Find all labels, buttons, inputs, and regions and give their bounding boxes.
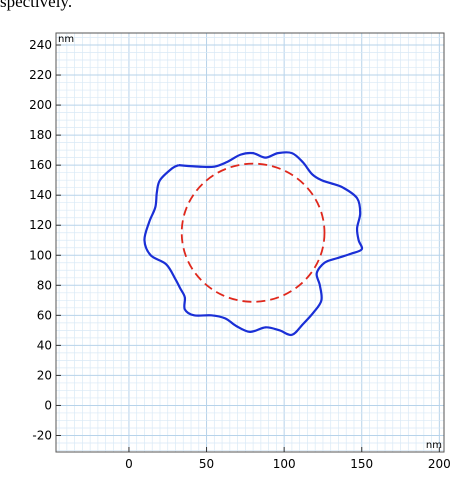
caption-fragment: spectively. xyxy=(0,0,73,11)
y-tick-label: 20 xyxy=(37,368,52,382)
grid xyxy=(56,33,444,452)
series-layer xyxy=(143,151,364,337)
x-tick-label: 50 xyxy=(199,457,214,471)
y-tick-label: 160 xyxy=(29,158,52,172)
y-tick-label: 0 xyxy=(44,398,52,412)
y-tick-label: 200 xyxy=(29,98,52,112)
x-tick-label: 0 xyxy=(125,457,133,471)
y-tick-label: -20 xyxy=(32,428,52,442)
axis-ticks: 0 50 100 150 200 -20 0 20 40 60 80 100 120 140 160 180 2… xyxy=(29,38,451,471)
x-tick-label: 200 xyxy=(428,457,451,471)
y-tick-label: 100 xyxy=(29,248,52,262)
y-tick-label: 140 xyxy=(29,188,52,202)
y-tick-label: 220 xyxy=(29,68,52,82)
x-axis-unit: nm xyxy=(426,440,442,451)
y-tick-label: 60 xyxy=(37,308,52,322)
x-tick-label: 150 xyxy=(350,457,373,471)
y-tick-label: 40 xyxy=(37,338,52,352)
y-tick-label: 80 xyxy=(37,278,52,292)
plot-frame xyxy=(55,32,445,453)
series-1-dashed-circle xyxy=(180,162,326,303)
plot-background xyxy=(56,33,444,452)
x-tick-label: 100 xyxy=(273,457,296,471)
y-axis-unit: nm xyxy=(58,34,74,45)
y-tick-label: 180 xyxy=(29,128,52,142)
y-tick-label: 120 xyxy=(29,218,52,232)
series-0-solid-contour xyxy=(143,151,364,337)
y-tick-label: 240 xyxy=(29,38,52,52)
